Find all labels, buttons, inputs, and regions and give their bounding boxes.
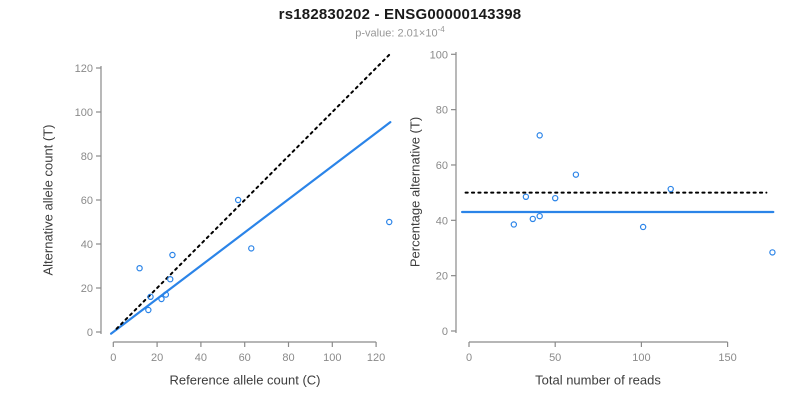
- pvalue-times-base: ×10: [418, 27, 438, 40]
- data-point: [572, 171, 580, 178]
- y-tick-label: 100: [75, 107, 93, 119]
- x-tick-label: 0: [110, 352, 116, 364]
- data-point: [248, 245, 255, 252]
- data-point: [552, 194, 559, 202]
- x-tick-label: 100: [323, 352, 341, 364]
- pvalue-mantissa: 2.01: [397, 27, 419, 40]
- pvalue-label: p-value:: [355, 27, 395, 40]
- x-tick-label: 50: [549, 352, 561, 364]
- data-point: [386, 218, 393, 226]
- right-x-axis-title: Total number of reads: [535, 372, 661, 388]
- x-tick-label: 40: [195, 352, 207, 364]
- x-tick-label: 60: [239, 352, 251, 364]
- y-tick-label: 0: [87, 327, 93, 339]
- fitted-ratio-line: [110, 121, 392, 335]
- pvalue-exponent: -4: [437, 25, 445, 34]
- y-tick-label: 60: [81, 195, 93, 207]
- x-tick-label: 120: [367, 352, 385, 364]
- y-tick-label: 40: [436, 215, 448, 227]
- left-y-axis-title: Alternative allele count (T): [40, 124, 56, 276]
- y-tick-label: 20: [81, 283, 93, 295]
- data-point: [639, 223, 647, 231]
- plot-panel-left: 0 20 40 60 80 100 120 0 20 40 60 80 100 120: [75, 53, 393, 364]
- y-tick-label: 80: [81, 151, 93, 163]
- y-tick-label: 100: [430, 49, 448, 61]
- y-tick-label: 120: [75, 63, 93, 75]
- data-point: [145, 306, 152, 314]
- x-tick-label: 0: [466, 352, 472, 364]
- data-point: [234, 196, 242, 204]
- data-point: [667, 185, 674, 193]
- data-point: [136, 265, 143, 272]
- data-point: [162, 291, 170, 298]
- plot-panel-right: 0 50 100 150 0 20 40 60 80 100: [430, 49, 776, 364]
- data-point: [510, 221, 518, 228]
- chart-subtitle: p-value: 2.01×10-4: [0, 25, 800, 40]
- data-point: [147, 293, 154, 300]
- data-point: [536, 212, 543, 220]
- right-y-axis-title: Percentage alternative (T): [407, 116, 423, 268]
- y-tick-label: 80: [436, 105, 448, 117]
- data-point: [529, 215, 536, 223]
- y-tick-label: 0: [442, 326, 448, 338]
- data-point: [522, 193, 530, 201]
- identity-line: [115, 53, 391, 330]
- data-point: [167, 276, 174, 283]
- x-tick-label: 100: [632, 352, 650, 364]
- data-point: [169, 251, 176, 259]
- data-point: [158, 295, 165, 303]
- y-tick-label: 20: [436, 271, 448, 283]
- data-point: [536, 132, 543, 139]
- y-tick-label: 60: [436, 160, 448, 172]
- data-point: [769, 249, 776, 256]
- chart-title: rs182830202 - ENSG00000143398: [278, 6, 522, 23]
- x-tick-label: 80: [282, 352, 294, 364]
- x-tick-label: 20: [151, 352, 163, 364]
- y-tick-label: 40: [81, 239, 93, 251]
- x-tick-label: 150: [718, 352, 736, 364]
- left-x-axis-title: Reference allele count (C): [169, 372, 321, 388]
